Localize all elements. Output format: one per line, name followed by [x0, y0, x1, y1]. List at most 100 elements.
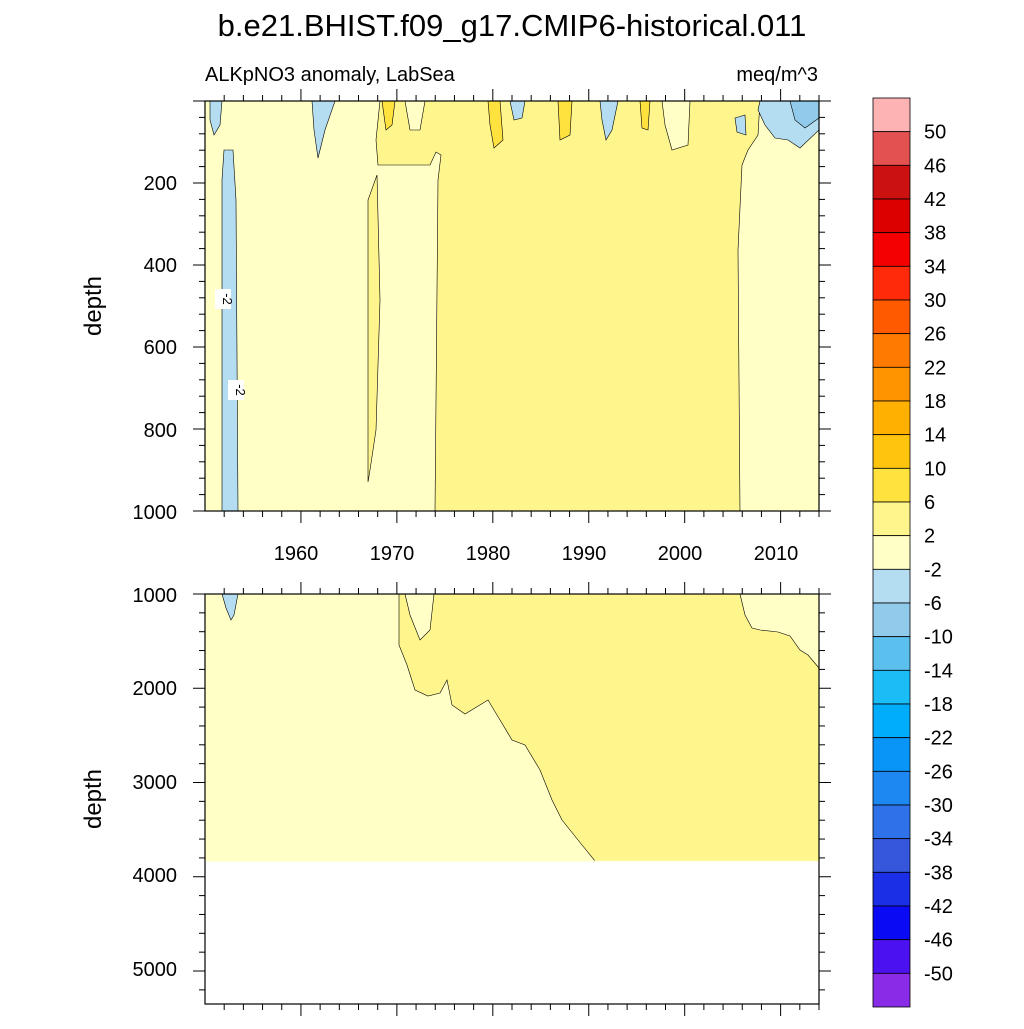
colorbar-swatch	[872, 198, 911, 234]
colorbar-swatch	[872, 265, 911, 301]
contour-label-2: -2	[233, 384, 248, 396]
colorbar-label: -34	[924, 829, 953, 851]
colorbar-label: -2	[924, 559, 942, 581]
bottom-axis-ticks	[193, 582, 831, 1016]
top-ytick-label: 1000	[133, 502, 178, 524]
colorbar-swatch	[872, 400, 911, 436]
colorbar-label: -50	[924, 963, 953, 985]
colorbar-label: -46	[924, 930, 953, 952]
bottom-no-data-region	[205, 861, 819, 1004]
bottom-ytick-label: 5000	[133, 959, 178, 981]
colorbar-label: -10	[924, 627, 953, 649]
top-negative-column	[221, 149, 239, 511]
top-positive-region-main	[375, 101, 761, 511]
colorbar-label: -30	[924, 795, 953, 817]
top-ytick-label: 400	[144, 255, 177, 277]
top-subtitle-left: ALKpNO3 anomaly, LabSea	[205, 64, 456, 86]
top-contour-fill: -2 -2	[205, 101, 819, 511]
colorbar-labels: 50 46 42 38 34 30 26 22 18 14 10 6 2 -2 -6 -10 -14 -18 -22…	[924, 122, 953, 986]
xtick-label: 1970	[370, 543, 415, 565]
colorbar	[872, 97, 911, 1008]
colorbar-swatch	[872, 366, 911, 402]
top-surface-pale-a	[404, 101, 426, 131]
xtick-label: 2010	[754, 543, 799, 565]
colorbar-swatch	[872, 535, 911, 570]
top-panel: ALKpNO3 anomaly, LabSea meq/m^3 -2 -2	[80, 64, 831, 565]
colorbar-swatch	[872, 770, 911, 806]
colorbar-label: 34	[924, 256, 946, 278]
bottom-positive-region	[398, 594, 819, 862]
colorbar-swatch	[872, 97, 911, 133]
colorbar-swatch	[872, 939, 911, 974]
top-surface-blue-d	[599, 101, 619, 141]
top-surface-blue-right-deep	[789, 101, 819, 129]
xtick-label: 1980	[466, 543, 511, 565]
xtick-label: 2000	[658, 543, 703, 565]
colorbar-swatch	[872, 972, 911, 1008]
colorbar-label: 18	[924, 391, 946, 413]
colorbar-label: 6	[924, 492, 935, 514]
top-positive-region-narrow	[367, 174, 381, 483]
top-x-axis-labels: 1960 1970 1980 1990 2000 2010	[274, 543, 799, 565]
top-surface-yellow-b	[487, 101, 504, 149]
top-ytick-label: 600	[144, 337, 177, 359]
colorbar-label: -22	[924, 728, 953, 750]
colorbar-label: -38	[924, 862, 953, 884]
colorbar-swatch	[872, 636, 911, 671]
contour-label-1: -2	[220, 293, 235, 305]
colorbar-swatch	[872, 467, 911, 503]
bottom-ytick-label: 2000	[133, 678, 178, 700]
top-axis-ticks	[193, 89, 831, 523]
colorbar-label: 50	[924, 122, 946, 144]
colorbar-swatch	[872, 164, 911, 200]
colorbar-label: -18	[924, 694, 953, 716]
top-ytick-label: 800	[144, 420, 177, 442]
bottom-surface-blue	[221, 594, 239, 621]
colorbar-swatch	[872, 737, 911, 772]
top-y-axis-labels: 200 400 600 800 1000	[133, 173, 178, 524]
top-surface-yellow-a	[381, 101, 396, 131]
bottom-y-axis-title: depth	[80, 769, 107, 829]
top-ytick-label: 200	[144, 173, 177, 195]
bottom-ytick-label: 1000	[133, 585, 178, 607]
colorbar-label: 2	[924, 526, 935, 548]
xtick-label: 1960	[274, 543, 319, 565]
top-surface-blue-a	[311, 101, 336, 159]
xtick-label: 1990	[562, 543, 607, 565]
colorbar-label: 26	[924, 324, 946, 346]
top-subtitle-right: meq/m^3	[736, 64, 818, 86]
bottom-ytick-label: 3000	[133, 772, 178, 794]
figure-title: b.e21.BHIST.f09_g17.CMIP6-historical.011	[218, 8, 807, 43]
colorbar-label: 46	[924, 155, 946, 177]
bottom-contour-fill	[205, 594, 819, 1004]
colorbar-label: -26	[924, 761, 953, 783]
top-surface-blue-c	[509, 101, 526, 121]
colorbar-swatch	[872, 669, 911, 705]
colorbar-label: -42	[924, 896, 953, 918]
colorbar-swatch	[872, 703, 911, 739]
colorbar-swatch	[872, 131, 911, 166]
contour-label-box-1	[215, 289, 231, 309]
colorbar-label: 14	[924, 425, 946, 447]
contour-label-box-2	[228, 380, 244, 400]
colorbar-swatch	[872, 602, 911, 638]
colorbar-label: 30	[924, 290, 946, 312]
colorbar-swatch	[872, 501, 911, 537]
colorbar-swatch	[872, 838, 911, 873]
colorbar-label: -14	[924, 660, 953, 682]
top-y-axis-title: depth	[80, 276, 107, 336]
top-surface-yellow-c	[557, 101, 573, 141]
top-surface-yellow-d	[639, 101, 651, 131]
colorbar-swatch	[872, 871, 911, 907]
top-surface-blue-b	[209, 101, 223, 136]
bottom-y-axis-labels: 1000 2000 3000 4000 5000	[133, 585, 178, 981]
bottom-ytick-label: 4000	[133, 865, 178, 887]
top-surface-blue-e	[734, 114, 747, 136]
colorbar-label: -6	[924, 593, 942, 615]
colorbar-swatch	[872, 434, 911, 469]
colorbar-swatch	[872, 905, 911, 941]
colorbar-swatch	[872, 333, 911, 368]
colorbar-label: 42	[924, 189, 946, 211]
